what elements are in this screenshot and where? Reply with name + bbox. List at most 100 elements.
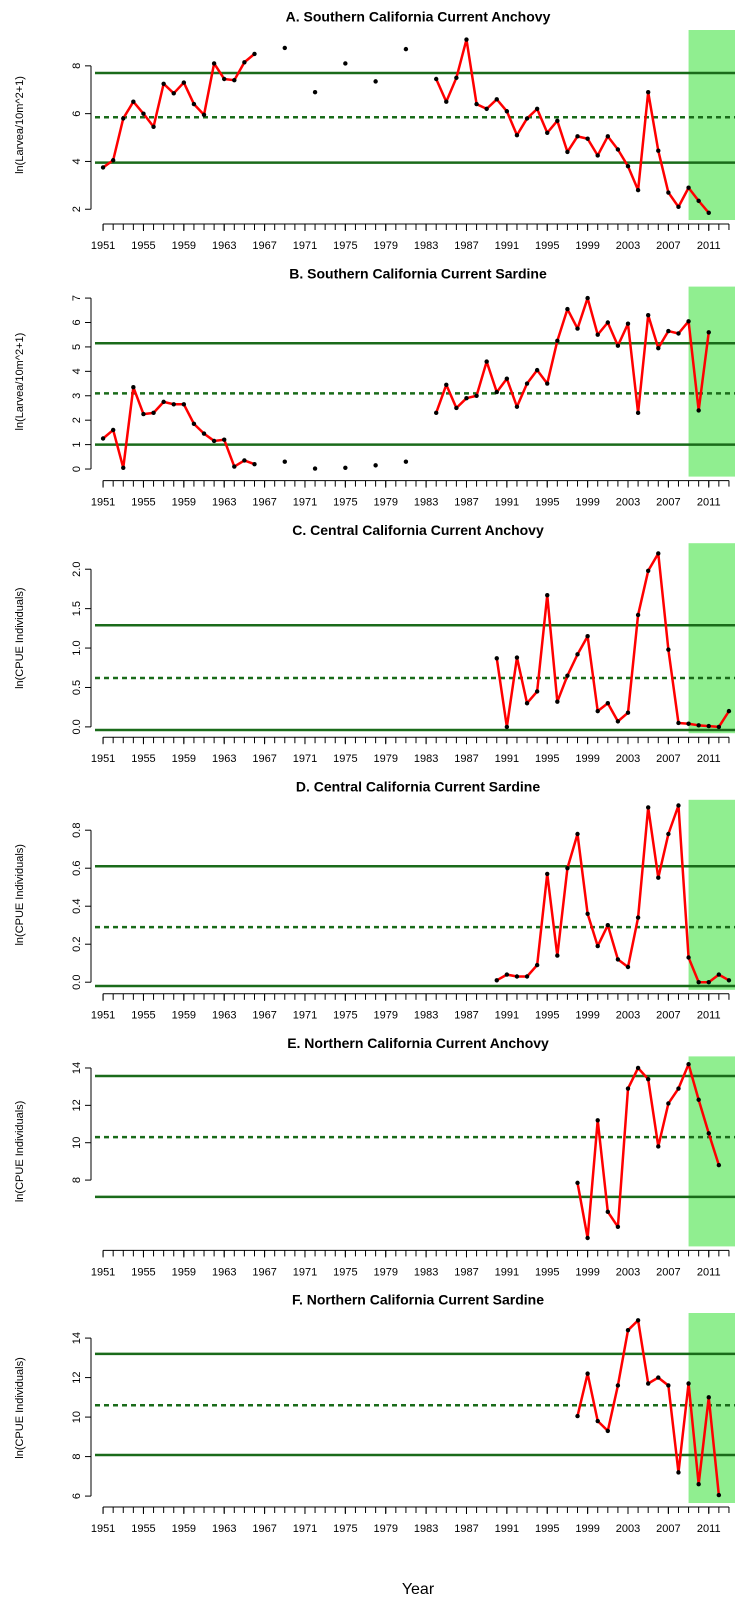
- data-point: [454, 75, 459, 80]
- data-point: [464, 396, 469, 401]
- y-tick-label: 5: [71, 344, 83, 350]
- data-point: [514, 655, 520, 660]
- data-point: [696, 1097, 701, 1102]
- data-point: [545, 130, 550, 135]
- data-point: [343, 61, 348, 66]
- x-tick-label: 1959: [172, 497, 196, 509]
- y-axis-label: ln(Larvea/10m^2+1): [14, 76, 26, 174]
- y-tick-label: 0: [71, 466, 83, 472]
- y-tick-label: 8: [71, 63, 83, 69]
- data-point: [151, 124, 156, 129]
- data-point: [656, 148, 661, 153]
- data-point: [312, 89, 318, 95]
- data-point: [706, 330, 711, 335]
- y-tick-label: 2.0: [71, 562, 83, 577]
- data-point: [676, 331, 681, 336]
- data-point: [625, 964, 631, 970]
- x-tick-label: 1987: [454, 240, 478, 252]
- x-tick-label: 1967: [252, 1523, 276, 1535]
- data-point: [100, 165, 106, 170]
- data-point: [615, 1224, 621, 1229]
- x-tick-label: 2007: [656, 497, 680, 509]
- data-point: [595, 332, 600, 337]
- x-tick-label: 2007: [656, 1010, 680, 1022]
- x-tick-label: 2007: [656, 753, 680, 765]
- data-point: [494, 97, 499, 102]
- y-tick-label: 12: [71, 1371, 83, 1383]
- data-point: [555, 699, 560, 704]
- data-point: [222, 437, 227, 442]
- data-point: [605, 134, 611, 139]
- data-point: [726, 978, 732, 983]
- x-tick-label: 1979: [373, 497, 397, 509]
- data-point: [585, 1235, 590, 1241]
- data-point: [534, 962, 540, 968]
- x-tick-label: 2011: [697, 497, 721, 509]
- y-axis-label: ln(CPUE Individuals): [14, 1357, 26, 1458]
- x-tick-label: 1967: [252, 1010, 276, 1022]
- data-point: [504, 724, 510, 730]
- y-tick-label: 1.5: [71, 601, 83, 616]
- y-tick-label: 1: [71, 442, 83, 448]
- x-tick-label: 1999: [575, 497, 599, 509]
- data-point: [645, 89, 651, 95]
- y-axis-label: ln(CPUE Individuals): [14, 1101, 26, 1202]
- x-tick-label: 1995: [535, 1266, 559, 1278]
- chart-title: F. Northern California Current Sardine: [292, 1292, 544, 1308]
- data-point: [282, 459, 287, 464]
- data-point: [494, 978, 499, 983]
- data-point: [656, 551, 661, 556]
- x-tick-label: 1959: [172, 240, 196, 252]
- x-tick-label: 2011: [697, 240, 721, 252]
- data-point: [545, 593, 550, 598]
- data-point: [282, 45, 287, 51]
- data-point: [484, 106, 489, 112]
- data-point: [686, 1062, 691, 1067]
- x-tick-label: 1971: [293, 240, 317, 252]
- y-axis-label: ln(CPUE Individuals): [14, 844, 26, 945]
- x-tick-label: 1959: [172, 1266, 196, 1278]
- x-tick-label: 1971: [293, 1523, 317, 1535]
- data-point: [645, 568, 651, 573]
- x-tick-label: 1983: [414, 1010, 438, 1022]
- x-tick-label: 1979: [373, 1266, 397, 1278]
- data-point: [504, 972, 510, 977]
- data-point: [252, 51, 257, 57]
- data-point: [726, 708, 732, 714]
- data-point: [534, 689, 540, 694]
- x-tick-label: 1991: [495, 1266, 519, 1278]
- data-point: [615, 147, 621, 152]
- x-tick-label: 1971: [293, 753, 317, 765]
- data-point: [585, 1371, 590, 1376]
- y-tick-label: 6: [71, 319, 83, 325]
- y-tick-label: 14: [71, 1062, 83, 1074]
- shade-region: [688, 799, 735, 990]
- x-tick-label: 1971: [293, 1010, 317, 1022]
- data-point: [686, 955, 691, 960]
- data-point: [100, 436, 106, 441]
- x-tick-label: 1971: [293, 1266, 317, 1278]
- x-tick-label: 1987: [454, 497, 478, 509]
- data-point: [696, 980, 701, 985]
- x-tick-label: 1963: [212, 1010, 236, 1022]
- data-point: [595, 943, 600, 949]
- data-point: [575, 1413, 580, 1419]
- data-point: [635, 187, 641, 193]
- x-tick-label: 1975: [333, 753, 357, 765]
- chart-title: C. Central California Current Anchovy: [292, 522, 544, 538]
- x-tick-label: 1999: [575, 1523, 599, 1535]
- x-tick-label: 1983: [414, 240, 438, 252]
- data-point: [373, 79, 378, 84]
- x-tick-label: 2007: [656, 240, 680, 252]
- data-line: [496, 804, 730, 984]
- chart-title: E. Northern California Current Anchovy: [287, 1035, 549, 1051]
- data-point: [252, 461, 257, 467]
- x-tick-label: 1963: [212, 1266, 236, 1278]
- y-tick-label: 0.4: [71, 899, 83, 914]
- data-point: [676, 1086, 681, 1091]
- data-point: [605, 923, 611, 928]
- data-point: [635, 410, 641, 416]
- data-point: [474, 393, 479, 398]
- data-point: [666, 328, 671, 334]
